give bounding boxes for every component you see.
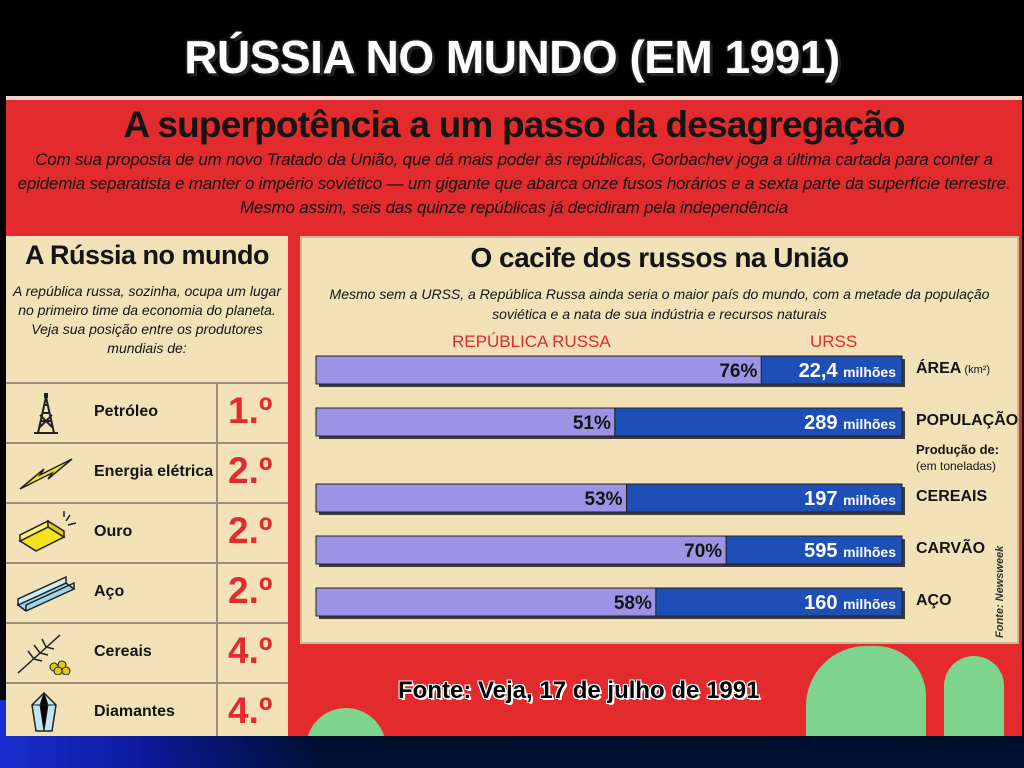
data-label-russia-area: 76% [719,361,757,382]
bar-russia-area [315,355,762,385]
category-unit: (km²) [961,364,991,376]
source-note: Fonte: Veja, 17 de julho de 1991. [398,677,766,705]
slide-title: RÚSSIA NO MUNDO (EM 1991) [184,31,840,83]
data-label-ussr-aco: 160 milhões [804,592,896,614]
producer-ranking-table: Petróleo 1.º Energia elétrica 2.º [6,382,288,736]
ranking-label: Cereais [94,643,152,660]
bar-russia-carvao [315,535,727,565]
share-bar-chart: 76% 22,4 milhões 51% 289 milhões 53% 197 milh… [315,355,905,619]
gold-bar-icon [18,511,77,552]
data-label-russia-populacao: 51% [573,413,611,434]
ranking-divider [216,564,218,622]
diamond-icon [31,691,57,732]
ranking-value: 2.º [228,570,273,611]
data-label-ussr-cereais: 197 milhões [804,488,896,510]
category-label-aco: AÇO [916,592,952,609]
data-label-ussr-carvao: 595 milhões [804,540,896,562]
russia-in-world-title: A Rússia no mundo [24,240,270,270]
production-unit: (em toneladas) [916,459,997,473]
clipping-headline: A superpotência a um passo da desagregaç… [123,104,905,145]
data-label-russia-carvao: 70% [684,541,722,562]
production-label: Produção de: (em toneladas) [916,442,999,474]
data-label-ussr-populacao: 289 milhões [804,412,896,434]
map-fragment [944,656,1004,736]
bar-ussr-populacao [614,407,903,437]
data-label-russia-cereais: 53% [585,489,623,510]
source-note-text: Fonte: Veja, 17 de julho de 1991 [398,677,760,704]
bar-russia-populacao [315,407,616,437]
ranking-divider [216,684,218,736]
ranking-divider [216,504,218,562]
ranking-divider [216,624,218,682]
ranking-label: Diamantes [94,703,175,720]
newspaper-clipping: A superpotência a um passo da desagregaç… [6,96,1022,736]
bar-russia-cereais [315,483,628,513]
data-label-russia-aco: 58% [614,593,652,614]
bar-ussr-cereais [626,483,903,513]
ranking-value: 2.º [228,510,273,551]
bar-ussr-area [760,355,903,385]
bar-russia-aco [315,587,657,617]
ranking-row-energia: Energia elétrica 2.º [6,442,288,502]
category-label-carvao: CARVÃO [916,540,986,557]
ranking-row-petroleo: Petróleo 1.º [6,382,288,442]
ranking-divider [216,384,218,442]
category-label-area: ÁREA (km²) [916,360,991,377]
russia-in-union-panel: O cacife dos russos na União Mesmo sem a… [300,236,1019,644]
ranking-row-diamantes: Diamantes 4.º [6,682,288,736]
ranking-row-aco: Aço 2.º [6,562,288,622]
bar-ussr-aco [655,587,903,617]
ranking-label: Ouro [94,523,133,540]
legend-russia: REPÚBLICA RUSSA [452,332,611,351]
map-fragment [306,708,386,736]
ranking-value: 4.º [228,690,273,731]
russia-in-world-text: A república russa, sozinha, ocupa um lug… [13,283,281,356]
chart-subtitle: Mesmo sem a URSS, a República Russa aind… [329,286,990,322]
data-label-ussr-area: 22,4 milhões [799,360,897,382]
ranking-label: Petróleo [94,403,159,420]
legend-ussr: URSS [810,332,858,351]
ranking-label: Aço [94,583,125,600]
production-title: Produção de: [916,442,1000,457]
ranking-value: 1.º [228,390,273,431]
ranking-divider [216,444,218,502]
source-note-dot: . [759,677,767,704]
russia-in-world-panel: A Rússia no mundo A república russa, soz… [6,236,288,736]
credit-text: Fonte: Newsweek [994,545,1006,638]
bar-ussr-carvao [725,535,903,565]
category-label-cereais: CEREAIS [916,488,988,505]
ranking-label: Energia elétrica [94,463,214,480]
wheat-icon [17,634,71,675]
lightning-bolt-icon [19,458,73,490]
oil-derrick-icon [34,393,58,434]
ranking-row-cereais: Cereais 4.º [6,622,288,682]
ranking-row-ouro: Ouro 2.º [6,502,288,562]
chart-title: O cacife dos russos na União [470,242,849,273]
map-fragment [806,646,926,736]
category-label-populacao: POPULAÇÃO [916,412,1019,429]
ranking-value: 4.º [228,630,273,671]
clipping-torn-edge [6,96,1022,100]
ranking-value: 2.º [228,450,273,491]
steel-beam-icon [16,575,76,612]
clipping-lede: Com sua proposta de um novo Tratado da U… [17,150,1011,217]
